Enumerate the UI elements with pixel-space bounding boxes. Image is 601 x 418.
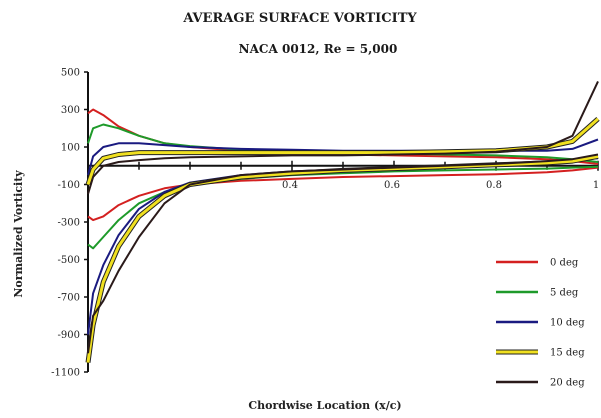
legend-label: 0 deg xyxy=(550,258,579,269)
series-20-deg-lower-line xyxy=(87,153,599,354)
series-15-deg-lower-line xyxy=(86,154,599,363)
y-axis-title: Normalized Vorticity xyxy=(12,170,25,298)
x-tick-label: 0.8 xyxy=(486,180,502,191)
x-tick-label: 0.4 xyxy=(282,180,298,191)
y-tick-label: 100 xyxy=(61,143,80,154)
y-tick-label: -300 xyxy=(58,218,80,229)
chart-title: AVERAGE SURFACE VORTICITY xyxy=(182,11,417,26)
series-10-deg-lower-line xyxy=(87,157,599,335)
chart-subtitle: NACA 0012, Re = 5,000 xyxy=(239,42,398,56)
series-layer xyxy=(85,80,600,363)
series-20-deg-upper-line xyxy=(87,80,599,195)
x-tick-label: 1 xyxy=(593,180,599,191)
x-tick-label: 0.6 xyxy=(384,180,400,191)
legend-label: 5 deg xyxy=(550,288,579,299)
legend: 0 deg 5 deg 10 deg 15 deg 20 deg xyxy=(496,258,585,389)
y-tick-label: -900 xyxy=(58,330,80,341)
x-axis-title: Chordwise Location (x/c) xyxy=(248,399,401,412)
y-tick-label: -1100 xyxy=(51,368,80,379)
legend-label: 20 deg xyxy=(550,378,585,389)
legend-label: 15 deg xyxy=(550,348,585,359)
y-tick-label: 300 xyxy=(61,105,80,116)
series-0-deg-lower-line xyxy=(87,166,599,222)
y-tick-label: 500 xyxy=(61,68,80,79)
legend-label: 10 deg xyxy=(550,318,585,329)
series-5-deg-lower-line xyxy=(87,165,599,250)
y-axis-ticks: 500 300 100 -100 -300 -500 -700 -900 -1100 xyxy=(51,68,88,379)
y-tick-label: -700 xyxy=(58,293,80,304)
y-tick-label: -500 xyxy=(58,255,80,266)
y-tick-label: -100 xyxy=(58,180,80,191)
